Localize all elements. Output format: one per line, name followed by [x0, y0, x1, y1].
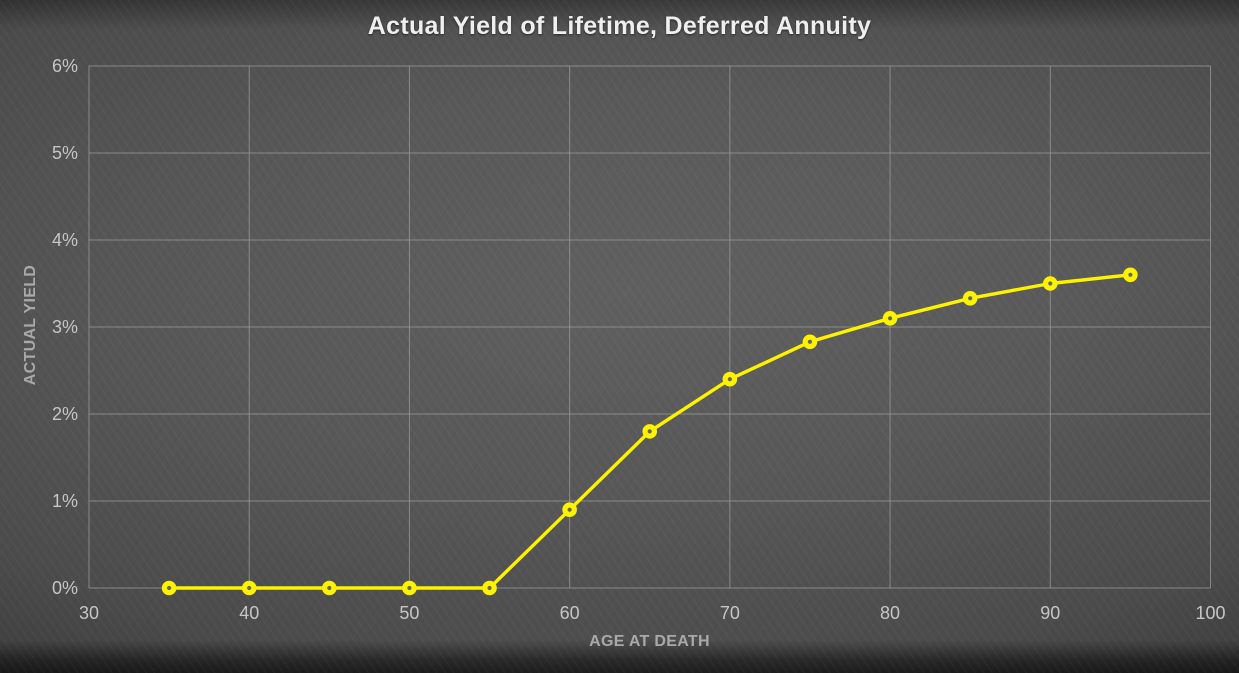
- y-tick-label: 5%: [52, 143, 78, 163]
- x-tick-label: 60: [560, 603, 580, 623]
- chart-title: Actual Yield of Lifetime, Deferred Annui…: [367, 12, 872, 40]
- data-point-center-dot: [647, 429, 652, 434]
- data-point-center-dot: [167, 585, 172, 591]
- y-axis-title: ACTUAL YIELD: [22, 264, 39, 386]
- x-tick-label: 40: [239, 603, 259, 623]
- x-tick-label: 90: [1040, 603, 1060, 623]
- y-tick-label: 3%: [52, 317, 78, 337]
- x-tick-label: 30: [79, 603, 99, 623]
- y-tick-label: 1%: [52, 491, 78, 511]
- x-tick-label: 100: [1195, 603, 1225, 623]
- data-point-center-dot: [487, 585, 492, 591]
- y-tick-label: 4%: [52, 230, 78, 250]
- y-tick-label: 2%: [52, 404, 78, 424]
- x-tick-label: 50: [399, 603, 419, 623]
- data-point-center-dot: [1048, 281, 1053, 286]
- y-tick-label: 6%: [52, 56, 78, 76]
- data-point-center-dot: [407, 585, 412, 591]
- x-axis-title: AGE AT DEATH: [589, 633, 710, 650]
- data-point-center-dot: [968, 296, 973, 301]
- x-tick-label: 80: [880, 603, 900, 623]
- data-point-center-dot: [727, 377, 732, 382]
- data-point-center-dot: [1128, 272, 1133, 277]
- data-point-center-dot: [807, 339, 813, 344]
- data-point-center-dot: [327, 585, 332, 591]
- y-tick-label: 0%: [52, 578, 78, 598]
- data-point-center-dot: [247, 585, 252, 591]
- data-point-center-dot: [567, 507, 572, 512]
- x-tick-label: 70: [720, 603, 740, 623]
- data-point-center-dot: [887, 316, 893, 321]
